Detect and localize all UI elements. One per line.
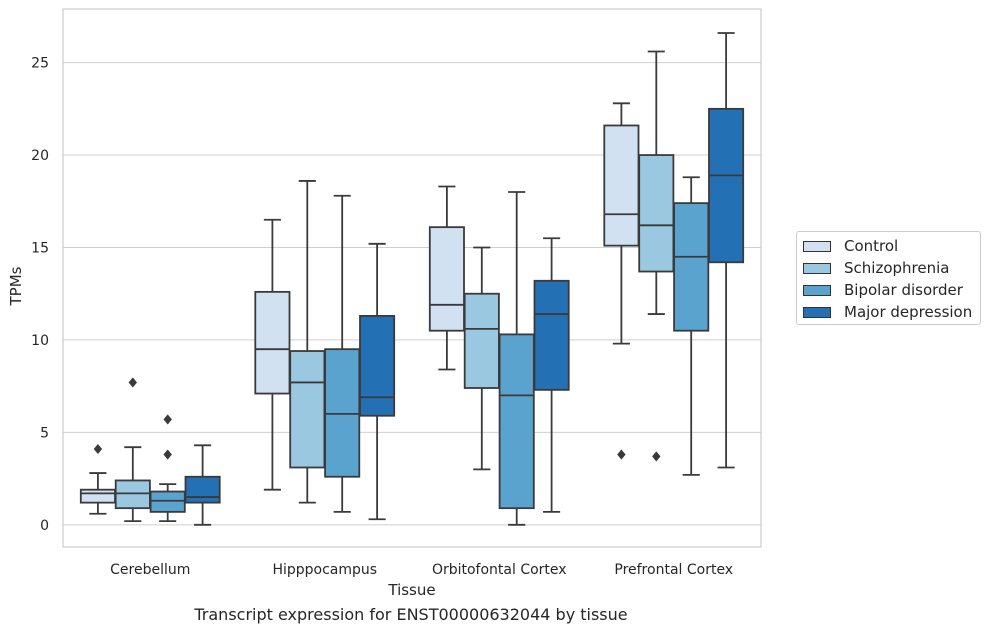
- legend-swatch-bipolar-disorder: [803, 284, 831, 296]
- outlier-point-0: [93, 443, 103, 455]
- legend-item-major-depression: Major depression: [803, 302, 972, 322]
- box-iqr: [149, 490, 186, 513]
- box-iqr: [114, 479, 151, 510]
- legend-label-control: Control: [844, 237, 899, 255]
- box-major-depression-cerebellum: [184, 444, 221, 526]
- outlier-point-0: [163, 449, 172, 460]
- box-iqr: [638, 154, 675, 273]
- box-major-depression-prefrontal-cortex: [708, 32, 745, 469]
- box-iqr: [359, 315, 396, 417]
- y-tick-label-25: 25: [31, 56, 49, 72]
- box-iqr: [463, 292, 500, 389]
- box-control-orbitofontal-cortex: [428, 185, 465, 371]
- plot-area-border: [62, 8, 762, 548]
- box-bipolar-disorder-orbitofontal-cortex: [498, 191, 535, 526]
- box-iqr: [79, 488, 116, 504]
- box-bipolar-disorder-hipppocampus: [324, 194, 361, 513]
- y-tick-label-15: 15: [31, 240, 49, 256]
- box-major-depression-hipppocampus: [359, 242, 396, 521]
- box-bipolar-disorder-prefrontal-cortex: [673, 176, 710, 476]
- legend-label-bipolar-disorder: Bipolar disorder: [844, 281, 963, 299]
- box-iqr: [708, 107, 745, 264]
- box-iqr: [254, 290, 291, 395]
- box-control-prefrontal-cortex: [603, 102, 640, 460]
- box-major-depression-orbitofontal-cortex: [533, 237, 570, 513]
- legend-item-bipolar-disorder: Bipolar disorder: [803, 280, 963, 300]
- x-tick-label-orbitofontal-cortex: Orbitofontal Cortex: [432, 562, 567, 578]
- box-iqr: [498, 333, 535, 510]
- outlier-point-1: [163, 414, 172, 425]
- box-schizophrenia-prefrontal-cortex: [638, 50, 675, 462]
- outlier-point-0: [617, 449, 626, 460]
- chart-caption: Transcript expression for ENST0000063204…: [194, 605, 628, 624]
- x-tick-label-prefrontal-cortex: Prefrontal Cortex: [614, 562, 733, 578]
- box-iqr: [289, 350, 326, 469]
- box-iqr: [533, 279, 570, 391]
- plot-frame: [62, 8, 762, 548]
- legend-label-schizophrenia: Schizophrenia: [844, 259, 950, 277]
- gridlines: [63, 62, 761, 526]
- legend: Control Schizophrenia Bipolar disorder M…: [796, 231, 981, 325]
- box-iqr: [184, 475, 221, 504]
- outlier-point-0: [652, 451, 661, 462]
- box-control-cerebellum: [79, 443, 116, 515]
- box-bipolar-disorder-cerebellum: [149, 414, 186, 523]
- box-iqr: [603, 124, 640, 247]
- box-control-hipppocampus: [254, 218, 291, 491]
- y-axis-title: TPMs: [7, 266, 25, 306]
- y-tick-label-0: 0: [40, 518, 49, 534]
- box-iqr: [324, 348, 361, 478]
- x-axis-title: Tissue: [387, 581, 435, 599]
- y-tick-label-20: 20: [31, 148, 49, 164]
- tick-labels: 0 5 10 15 20 25 Cerebellum Hipppocampus Orbitofo…: [31, 56, 733, 578]
- box-iqr: [428, 226, 465, 332]
- box-schizophrenia-orbitofontal-cortex: [463, 246, 500, 471]
- box-iqr: [673, 202, 710, 332]
- legend-item-schizophrenia: Schizophrenia: [803, 258, 949, 278]
- y-tick-label-5: 5: [40, 425, 49, 441]
- box-schizophrenia-hipppocampus: [289, 180, 326, 504]
- box-schizophrenia-cerebellum: [114, 377, 151, 523]
- outlier-point-0: [128, 377, 137, 388]
- legend-swatch-major-depression: [803, 306, 831, 318]
- plot-boxes: [79, 32, 745, 526]
- legend-swatch-control: [803, 240, 831, 252]
- legend-item-control: Control: [803, 236, 898, 256]
- legend-swatch-schizophrenia: [803, 262, 831, 274]
- legend-label-major-depression: Major depression: [844, 303, 973, 321]
- x-tick-label-cerebellum: Cerebellum: [110, 562, 190, 578]
- y-tick-label-10: 10: [31, 333, 49, 349]
- x-tick-label-hipppocampus: Hipppocampus: [272, 562, 377, 578]
